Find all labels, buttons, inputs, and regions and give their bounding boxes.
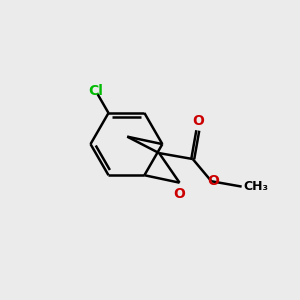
- Text: O: O: [174, 187, 185, 201]
- Text: CH₃: CH₃: [243, 180, 268, 193]
- Text: O: O: [192, 113, 204, 128]
- Text: Cl: Cl: [88, 84, 104, 98]
- Text: O: O: [207, 174, 219, 188]
